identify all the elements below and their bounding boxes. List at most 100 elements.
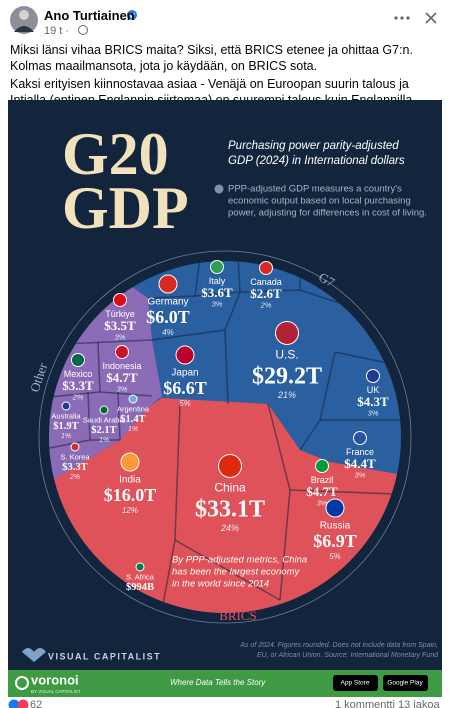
country-name: Indonesia [102,361,141,371]
country-value: $2.1T [91,425,116,436]
country-share: 3% [115,333,126,342]
verified-check [129,13,135,18]
title-line: GDP [62,175,189,241]
country-value: $3.6T [201,285,233,300]
reaction-icons[interactable] [8,699,48,708]
flag [70,442,80,452]
country-name: China [214,480,246,494]
flag [353,431,367,445]
country-share: 21% [277,390,296,400]
country-name: Japan [171,368,198,379]
country-name: UK [367,385,380,395]
app-badge[interactable] [333,675,378,691]
author[interactable]: Ano Turtiainen [44,8,135,23]
country-name: S. Korea [60,453,90,462]
infographic[interactable]: G20 GDP Purchasing power parity-adjusted… [8,100,442,697]
reaction-count[interactable]: 62 [30,699,43,708]
flag [218,454,242,478]
flag [259,261,273,275]
country-name: Saudi Arabia [83,416,126,425]
post-text: Miksi länsi vihaa BRICS maita? Siksi, et… [10,43,413,73]
country-name: U.S. [275,347,298,361]
note: PPP-adjusted GDP measures a country's [228,184,402,195]
timestamp[interactable]: 19 t · [44,25,70,37]
source: EU, or African Union. Source: Internatio… [257,652,439,659]
country-share: 12% [122,506,138,515]
brand: VISUAL CAPITALIST [48,651,161,661]
country-name: India [119,475,141,486]
flag [99,405,109,415]
app-badge-text: App Store [341,680,370,687]
country-name: Germany [147,297,188,308]
title-line: G20 [62,121,169,187]
country-value: $3.3T [62,378,94,393]
app-badge-text: Google Play [387,680,423,687]
country-name: Australia [51,412,81,421]
country-share: 2% [72,393,84,402]
app-badge[interactable] [383,675,428,691]
comment-count[interactable]: 1 kommentti [335,699,395,708]
callout: By PPP-adjusted metrics, China [172,555,307,566]
country-value: $29.2T [252,364,322,390]
country-share: 3% [317,499,328,508]
country-value: $6.9T [313,531,357,551]
flag [175,345,195,365]
country-share: 1% [99,437,109,444]
group-label: G7 [316,269,338,290]
note: power, adjusting for differences in cost… [228,208,427,219]
country-value: $16.0T [104,485,157,505]
country-value: $994B [126,582,154,593]
country-share: 5% [179,399,191,408]
flag [315,459,329,473]
country-value: $4.7T [306,484,338,499]
country-share: 2% [260,301,272,310]
country-share: 1% [61,433,71,440]
voronoi-logo [15,676,29,690]
group-label: BRICS [219,608,257,623]
flag [275,321,299,345]
country-name: S. Africa [126,573,155,582]
like-icon [8,699,20,708]
country-share: 3% [368,409,379,418]
country-share: 3% [355,471,366,480]
flag [71,353,85,367]
country-name: Argentina [117,405,150,414]
love-icon [17,699,29,708]
country-share: 2% [69,474,80,481]
time[interactable]: 19 t [44,25,63,37]
country-labels: Germany$6.0T4%Italy$3.6T3%Canada$2.6T2%U… [51,260,389,593]
flag [113,293,127,307]
info-icon [214,184,224,194]
verified-badge [127,10,137,20]
country-name: Canada [250,277,282,287]
flag [158,274,178,294]
country-value: $33.1T [195,497,265,523]
flag [366,369,380,383]
share-count[interactable]: 13 jakoa [398,699,440,708]
subtitle: GDP (2024) in International dollars [228,155,405,167]
brand-logo [22,648,46,662]
country-value: $4.4T [344,456,376,471]
country-share: 1% [128,426,138,433]
country-value: $3.5T [104,318,136,333]
country-value: $4.3T [357,394,389,409]
flag [325,498,345,518]
outer-ring [38,250,412,624]
more-icon[interactable] [394,16,410,20]
callout: has been the largest economy [172,567,301,578]
country-share: 3% [117,385,128,394]
country-value: $2.6T [250,286,282,301]
country-value: $1.9T [53,421,78,432]
country-share: 4% [162,328,174,337]
flag [115,345,129,359]
country-name: Russia [320,521,351,532]
callout: in the world since 2014 [172,579,269,590]
country-value: $6.0T [146,307,190,327]
close-icon[interactable] [425,12,437,24]
country-name: Italy [209,276,226,286]
country-value: $1.4T [120,414,145,425]
footer-brand: voronoi [31,672,79,687]
